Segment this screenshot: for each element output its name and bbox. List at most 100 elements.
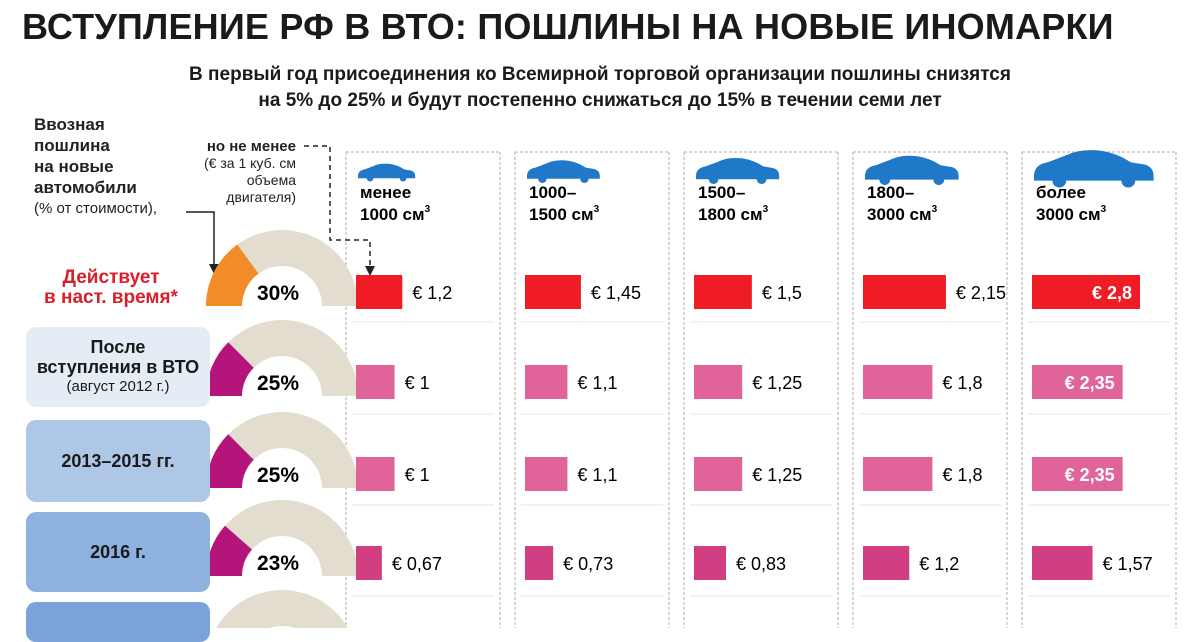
- car-icon: [527, 160, 600, 183]
- period-label-line: После: [90, 337, 146, 357]
- duty-bar: [1032, 275, 1140, 309]
- column-frames: [345, 151, 1177, 628]
- duty-value-label: € 1,25: [752, 465, 802, 485]
- category-label: 3000 см3: [867, 204, 938, 224]
- duty-value-label: € 2,15: [956, 283, 1006, 303]
- duty-bar: [863, 546, 910, 580]
- gauge-fill: [206, 525, 252, 576]
- duty-value-label: € 0,83: [736, 554, 786, 574]
- subtitle-line-1: В первый год присоединения ко Всемирной …: [189, 64, 1011, 85]
- duty-bars: € 1,2 € 1,45 € 1,5 € 2,15 € 2,8 € 1 € 1,1 € 1,2…: [356, 275, 1153, 580]
- category-label: 3000 см3: [1036, 204, 1107, 224]
- duty-bar: [1032, 457, 1123, 491]
- duty-value-label: € 2,8: [1092, 283, 1132, 303]
- period-label-2016: 2016 г.: [26, 512, 210, 592]
- duty-bar: [525, 457, 568, 491]
- period-label-next-partial: [26, 602, 210, 642]
- gauge-fill: [205, 244, 259, 306]
- duty-bar: [525, 546, 554, 580]
- pointer-line-duty: [186, 211, 215, 266]
- duty-value-label: € 1,8: [942, 373, 982, 393]
- duty-value-label: € 2,35: [1065, 465, 1115, 485]
- car-body: [1034, 150, 1154, 181]
- period-label-2013-2015: 2013–2015 гг.: [26, 420, 210, 502]
- duty-value-label: € 1,25: [752, 373, 802, 393]
- car-wheel: [879, 174, 891, 185]
- duty-value-label: € 0,73: [563, 554, 613, 574]
- period-label-line: Действует: [62, 267, 160, 288]
- period-label-line: 2013–2015 гг.: [61, 451, 175, 471]
- duty-bar: [863, 457, 933, 491]
- duty-value-label: € 1,45: [591, 283, 641, 303]
- duty-bar: [356, 457, 395, 491]
- car-body: [527, 160, 600, 179]
- duty-gauge: 25%: [206, 412, 358, 488]
- duty-value-label: € 1,8: [942, 465, 982, 485]
- car-icon: [865, 155, 959, 185]
- import-header-line: автомобили: [34, 178, 137, 197]
- category-label: 1500–: [698, 183, 745, 202]
- period-label-line: вступления в ВТО: [36, 357, 200, 377]
- car-icons: [358, 150, 1154, 188]
- category-label: 1800–: [867, 183, 914, 202]
- duty-value-label: € 1,2: [919, 554, 959, 574]
- column-frame: [852, 151, 1008, 628]
- duty-gauge: 30%: [205, 230, 358, 306]
- duty-value-label: € 1: [405, 373, 430, 393]
- period-label-note: (август 2012 г.): [66, 378, 170, 395]
- period-label-line: 2016 г.: [90, 542, 146, 562]
- duty-gauge: 25%: [206, 320, 358, 396]
- import-header-line: Ввозная: [34, 115, 105, 134]
- car-body: [358, 163, 416, 179]
- car-wheel: [580, 174, 589, 183]
- duty-bar: [694, 365, 743, 399]
- minimum-duty-header: но не менее (€ за 1 куб. см объема двига…: [168, 138, 296, 206]
- pointer-arrow-min: [365, 266, 375, 276]
- car-wheel: [538, 174, 547, 183]
- min-header-note: двигателя): [226, 189, 296, 205]
- period-label-current: Действует в наст. время*: [16, 262, 206, 314]
- duty-value-label: € 1: [405, 465, 430, 485]
- car-body: [865, 155, 959, 180]
- duty-bar: [356, 275, 403, 309]
- duty-percent-label: 23%: [257, 552, 299, 575]
- car-wheel: [756, 174, 767, 184]
- duty-bar: [863, 275, 946, 309]
- duty-percent-label: 25%: [257, 372, 299, 395]
- period-label-line: в наст. время*: [44, 287, 178, 308]
- car-wheel: [708, 174, 719, 184]
- duty-bar: [694, 275, 752, 309]
- duty-percent-label: 25%: [257, 464, 299, 487]
- duty-bar: [863, 365, 933, 399]
- import-header-line: на новые: [34, 157, 114, 176]
- duty-gauge-partial: [216, 590, 348, 628]
- category-label: 1800 см3: [698, 204, 769, 224]
- gauge-track: [216, 590, 348, 628]
- min-header-note: (€ за 1 куб. см: [204, 155, 296, 171]
- car-icon: [696, 158, 780, 184]
- category-label: 1000 см3: [360, 204, 431, 224]
- duty-bar: [356, 546, 382, 580]
- duty-bar: [1032, 365, 1123, 399]
- category-label: 1000–: [529, 183, 576, 202]
- category-label: 1500 см3: [529, 204, 600, 224]
- car-wheel: [933, 174, 945, 185]
- car-wheel: [1052, 173, 1067, 188]
- pointer-line-min: [304, 145, 371, 270]
- category-label: менее: [360, 183, 411, 202]
- duty-value-label: € 1,1: [577, 465, 617, 485]
- page-title: ВСТУПЛЕНИЕ РФ В ВТО: ПОШЛИНЫ НА НОВЫЕ ИН…: [22, 6, 1114, 47]
- subtitle-line-2: на 5% до 25% и будут постепенно снижатьс…: [258, 90, 942, 111]
- duty-bar: [1032, 546, 1093, 580]
- min-header-line: но не менее: [206, 138, 296, 155]
- duty-gauge: 23%: [206, 500, 358, 576]
- duty-bar: [525, 275, 581, 309]
- subtitle: В первый год присоединения ко Всемирной …: [40, 62, 1160, 114]
- duty-chart: менее 1000 см3 1000– 1500 см3 1500– 1800 см3 1…: [186, 145, 1177, 628]
- duty-value-label: € 1,1: [577, 373, 617, 393]
- column-frame: [683, 151, 839, 628]
- column-frame: [514, 151, 670, 628]
- duty-percent-label: 30%: [257, 282, 299, 305]
- category-labels: менее 1000 см3 1000– 1500 см3 1500– 1800 см3 1…: [360, 183, 1107, 224]
- car-wheel: [399, 174, 407, 182]
